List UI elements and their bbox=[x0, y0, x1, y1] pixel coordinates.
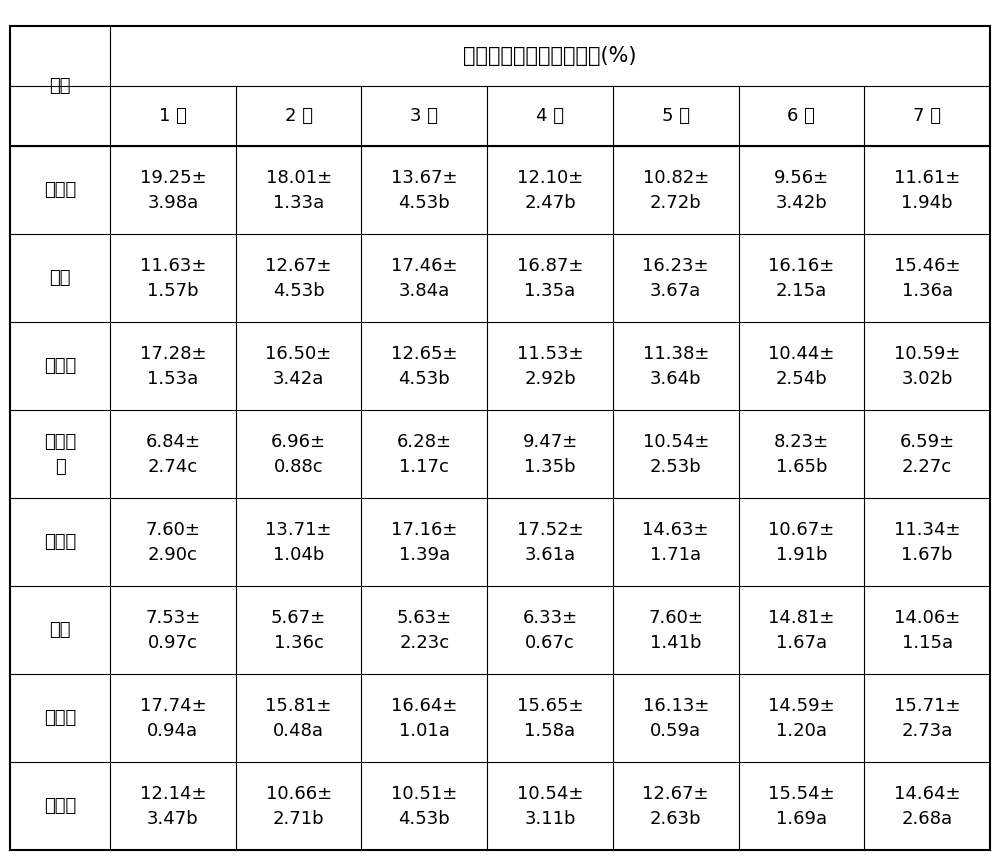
Text: 13.67±
4.53b: 13.67± 4.53b bbox=[391, 168, 458, 211]
Text: 草石蚕: 草石蚕 bbox=[44, 533, 76, 551]
Text: 14.06±
1.15a: 14.06± 1.15a bbox=[894, 609, 960, 652]
Text: 11.61±
1.94b: 11.61± 1.94b bbox=[894, 168, 960, 211]
Text: 16.16±
2.15a: 16.16± 2.15a bbox=[768, 257, 835, 300]
Text: 7.60±
2.90c: 7.60± 2.90c bbox=[145, 521, 200, 564]
Text: 6.28±
1.17c: 6.28± 1.17c bbox=[397, 433, 452, 476]
Text: 17.46±
3.84a: 17.46± 3.84a bbox=[391, 257, 458, 300]
Text: 胡萝卜: 胡萝卜 bbox=[44, 797, 76, 815]
Text: 11.63±
1.57b: 11.63± 1.57b bbox=[140, 257, 206, 300]
Text: 6.33±
0.67c: 6.33± 0.67c bbox=[522, 609, 578, 652]
Text: 12.65±
4.53b: 12.65± 4.53b bbox=[391, 344, 458, 387]
Text: 小大黄: 小大黄 bbox=[44, 710, 76, 728]
Text: 17.74±
0.94a: 17.74± 0.94a bbox=[140, 697, 206, 740]
Text: 9.47±
1.35b: 9.47± 1.35b bbox=[522, 433, 578, 476]
Text: 10.59±
3.02b: 10.59± 3.02b bbox=[894, 344, 960, 387]
Text: 17.28±
1.53a: 17.28± 1.53a bbox=[140, 344, 206, 387]
Text: 6.59±
2.27c: 6.59± 2.27c bbox=[900, 433, 955, 476]
Text: 16.23±
3.67a: 16.23± 3.67a bbox=[642, 257, 709, 300]
Text: 17.16±
1.39a: 17.16± 1.39a bbox=[391, 521, 457, 564]
Text: 11.38±
3.64b: 11.38± 3.64b bbox=[643, 344, 709, 387]
Text: 10.54±
2.53b: 10.54± 2.53b bbox=[643, 433, 709, 476]
Text: 菊芋: 菊芋 bbox=[49, 621, 71, 639]
Text: 15.81±
0.48a: 15.81± 0.48a bbox=[265, 697, 332, 740]
Text: 10.54±
3.11b: 10.54± 3.11b bbox=[517, 785, 583, 828]
Text: 13.71±
1.04b: 13.71± 1.04b bbox=[265, 521, 332, 564]
Text: 14.63±
1.71a: 14.63± 1.71a bbox=[642, 521, 709, 564]
Text: 14.64±
2.68a: 14.64± 2.68a bbox=[894, 785, 960, 828]
Text: 15.46±
1.36a: 15.46± 1.36a bbox=[894, 257, 960, 300]
Text: 16.87±
1.35a: 16.87± 1.35a bbox=[517, 257, 583, 300]
Text: 丹参: 丹参 bbox=[49, 269, 71, 287]
Text: 不同虫龄取食选择百分率(%): 不同虫龄取食选择百分率(%) bbox=[463, 46, 637, 66]
Text: 圆穗蓼: 圆穗蓼 bbox=[44, 357, 76, 375]
Text: 16.64±
1.01a: 16.64± 1.01a bbox=[391, 697, 457, 740]
Text: 羊角天
麻: 羊角天 麻 bbox=[44, 433, 76, 476]
Text: 16.50±
3.42a: 16.50± 3.42a bbox=[265, 344, 332, 387]
Text: 10.67±
1.91b: 10.67± 1.91b bbox=[768, 521, 835, 564]
Text: 18.01±
1.33a: 18.01± 1.33a bbox=[266, 168, 332, 211]
Text: 12.10±
2.47b: 12.10± 2.47b bbox=[517, 168, 583, 211]
Text: 9.56±
3.42b: 9.56± 3.42b bbox=[774, 168, 829, 211]
Text: 12.14±
3.47b: 12.14± 3.47b bbox=[140, 785, 206, 828]
Text: 10.51±
4.53b: 10.51± 4.53b bbox=[391, 785, 457, 828]
Text: 7 龄: 7 龄 bbox=[913, 107, 941, 125]
Text: 7.60±
1.41b: 7.60± 1.41b bbox=[648, 609, 703, 652]
Text: 8.23±
1.65b: 8.23± 1.65b bbox=[774, 433, 829, 476]
Text: 5.67±
1.36c: 5.67± 1.36c bbox=[271, 609, 326, 652]
Text: 7.53±
0.97c: 7.53± 0.97c bbox=[145, 609, 200, 652]
Text: 10.44±
2.54b: 10.44± 2.54b bbox=[768, 344, 835, 387]
Text: 6 龄: 6 龄 bbox=[787, 107, 815, 125]
Text: 3 龄: 3 龄 bbox=[410, 107, 438, 125]
Text: 5.63±
2.23c: 5.63± 2.23c bbox=[397, 609, 452, 652]
Text: 1 龄: 1 龄 bbox=[159, 107, 187, 125]
Text: 6.84±
2.74c: 6.84± 2.74c bbox=[145, 433, 200, 476]
Text: 4 龄: 4 龄 bbox=[536, 107, 564, 125]
Text: 16.13±
0.59a: 16.13± 0.59a bbox=[643, 697, 709, 740]
Text: 10.66±
2.71b: 10.66± 2.71b bbox=[266, 785, 332, 828]
Text: 6.96±
0.88c: 6.96± 0.88c bbox=[271, 433, 326, 476]
Text: 2 龄: 2 龄 bbox=[285, 107, 313, 125]
Text: 14.81±
1.67a: 14.81± 1.67a bbox=[768, 609, 835, 652]
Text: 11.34±
1.67b: 11.34± 1.67b bbox=[894, 521, 960, 564]
Text: 15.65±
1.58a: 15.65± 1.58a bbox=[517, 697, 583, 740]
Text: 14.59±
1.20a: 14.59± 1.20a bbox=[768, 697, 835, 740]
Text: 5 龄: 5 龄 bbox=[662, 107, 690, 125]
Text: 11.53±
2.92b: 11.53± 2.92b bbox=[517, 344, 583, 387]
Text: 植物: 植物 bbox=[49, 77, 71, 95]
Text: 12.67±
4.53b: 12.67± 4.53b bbox=[265, 257, 332, 300]
Text: 19.25±
3.98a: 19.25± 3.98a bbox=[140, 168, 206, 211]
Text: 15.54±
1.69a: 15.54± 1.69a bbox=[768, 785, 835, 828]
Text: 15.71±
2.73a: 15.71± 2.73a bbox=[894, 697, 960, 740]
Text: 10.82±
2.72b: 10.82± 2.72b bbox=[643, 168, 709, 211]
Text: 12.67±
2.63b: 12.67± 2.63b bbox=[642, 785, 709, 828]
Text: 17.52±
3.61a: 17.52± 3.61a bbox=[517, 521, 583, 564]
Text: 珠芽蓼: 珠芽蓼 bbox=[44, 181, 76, 199]
